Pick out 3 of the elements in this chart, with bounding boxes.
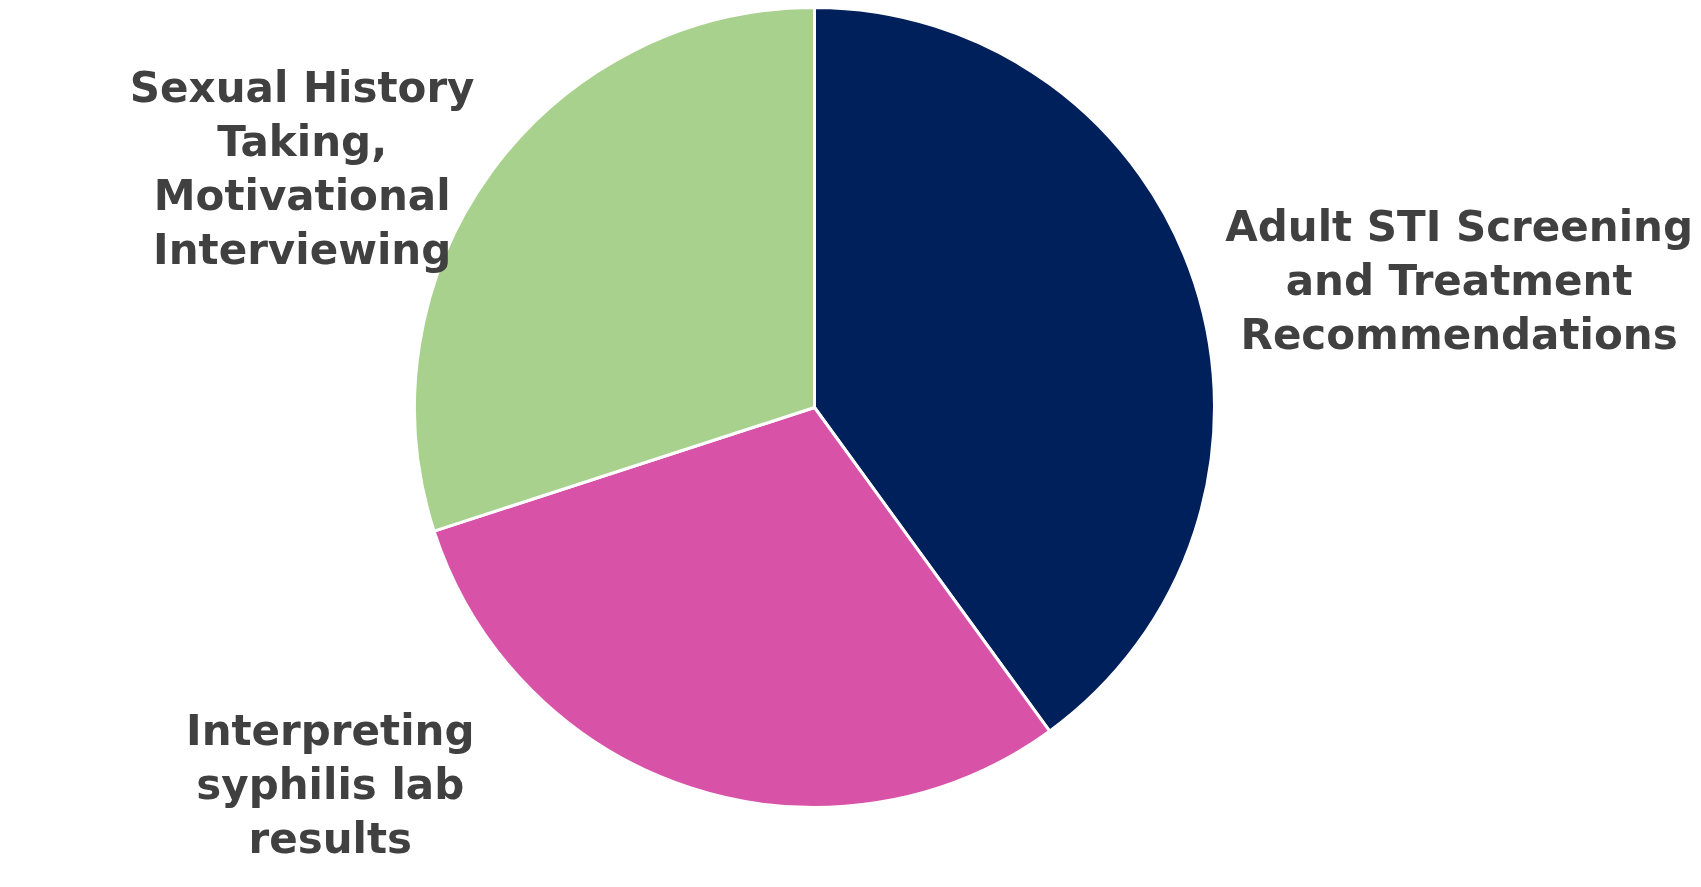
- slice-label: Interpreting syphilis lab results: [185, 705, 475, 863]
- slice-label: Adult STI Screening and Treatment Recommendations: [1225, 201, 1693, 359]
- slice-label: Sexual History Taking, Motivational Interviewing: [129, 63, 475, 275]
